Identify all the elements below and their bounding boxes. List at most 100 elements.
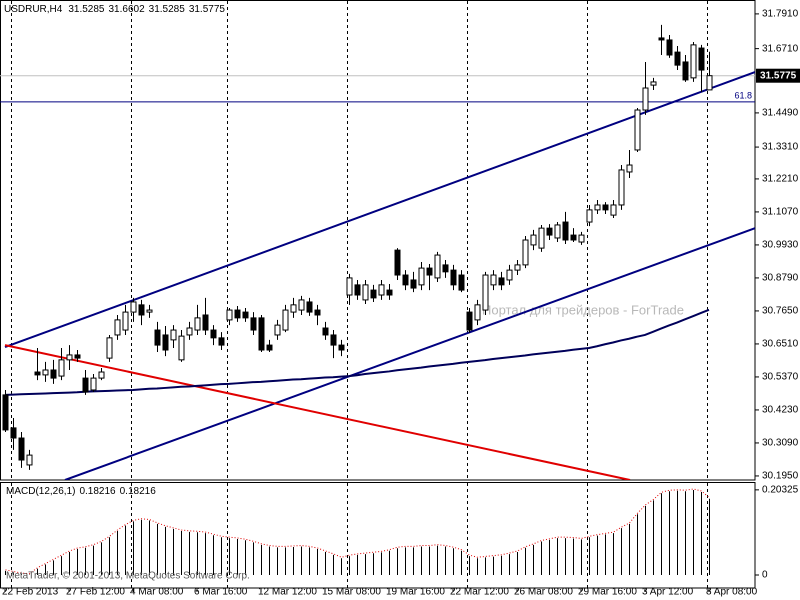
candle-body [402,274,409,286]
candle-body [266,344,273,351]
x-tick-label: 6 Mar 16:00 [194,587,248,598]
candle-body [106,337,113,359]
candle-body [18,437,25,461]
candle-body [242,311,249,319]
candle-body [666,39,673,56]
candle-body [202,314,209,331]
header-low: 31.5285 [149,4,186,15]
candle-body [306,301,313,313]
candle-body [338,344,345,351]
candle-body [362,284,369,301]
main-panel: Портал для трейдеров - ForTrade [0,24,755,480]
candle-body [122,311,129,331]
macd-title: MACD(12,26,1) [6,486,75,497]
candle-body [194,317,201,331]
signal-value: 0.18216 [120,486,157,497]
candle-body [442,264,449,273]
candle-body [706,75,713,91]
trendline [4,71,755,349]
candle-body [10,427,17,439]
candle-body [370,289,377,299]
y-tick-label: 30.1950 [762,471,799,482]
candle-body [322,327,329,336]
candle-body [658,37,665,41]
candle-body [682,61,689,81]
candle-body [170,329,177,341]
candle-body [90,377,97,391]
x-tick-label: 8 Apr 08:00 [706,587,758,598]
candle-body [562,221,569,241]
candle-body [98,371,105,379]
header-close: 31.5775 [189,4,226,15]
candle-body [610,204,617,216]
candle-body [298,299,305,311]
y-tick-label: 31.7910 [762,9,799,20]
candle-body [394,249,401,276]
candle-body [386,289,393,296]
macd-y-tick-label: 0 [762,570,768,581]
candle-body [114,319,121,336]
candle-body [34,371,41,376]
macd-panel [5,488,710,576]
candle-body [250,317,257,331]
candle-body [594,204,601,211]
candle-body [626,164,633,173]
candle-body [602,204,609,211]
y-tick-label: 30.4230 [762,405,799,416]
candle-body [258,317,265,351]
trendline [4,344,631,480]
candle-body [522,239,529,266]
candle-body [50,369,57,379]
candle-body [154,329,161,346]
x-tick-label: 3 Apr 12:00 [642,587,694,598]
fib-label: 61.8 [734,90,752,100]
candle-body [210,329,217,339]
x-tick-label: 27 Feb 12:00 [66,587,125,598]
y-tick-label: 31.3310 [762,142,799,153]
current-price-label: 31.5775 [760,70,797,81]
header-open: 31.5285 [68,4,105,15]
candle-body [650,81,657,86]
x-tick-label: 22 Feb 2013 [2,587,59,598]
x-tick-label: 15 Mar 08:00 [322,587,381,598]
x-tick-label: 4 Mar 08:00 [130,587,184,598]
axes: 31.7910 31.6710 31.4490 31.3310 31.2210 31.10… [2,9,800,598]
candle-body [178,335,185,361]
y-tick-label: 30.6510 [762,339,799,350]
candle-body [426,267,433,276]
candle-body [674,51,681,66]
candle-body [458,274,465,291]
x-tick-label: 22 Mar 12:00 [450,587,509,598]
candle-body [346,277,353,296]
candle-body [410,279,417,289]
candle-body [554,224,561,239]
candle-body [186,327,193,336]
y-tick-label: 31.1070 [762,207,799,218]
candle-body [130,301,137,313]
candle-body [354,284,361,296]
candle-body [506,269,513,281]
macd-header: MACD(12,26,1) 0.18216 0.18216 [6,486,156,497]
macd-value: 0.18216 [79,486,116,497]
candle-body [74,354,81,359]
candle-body [290,304,297,313]
candle-body [570,234,577,241]
candle-body [162,334,169,351]
y-tick-label: 30.8790 [762,273,799,284]
candle-body [530,234,537,246]
candle-body [514,264,521,271]
candle-body [586,209,593,223]
candle-body [58,359,65,377]
main-frame [0,0,756,481]
candle-body [234,309,241,319]
watermark: Портал для трейдеров - ForTrade [482,302,684,317]
x-tick-label: 26 Mar 08:00 [514,587,573,598]
candle-body [634,109,641,151]
x-tick-label: 12 Mar 12:00 [258,587,317,598]
header-high: 31.6602 [109,4,146,15]
x-tick-label: 29 Mar 16:00 [578,587,637,598]
y-tick-label: 30.9930 [762,240,799,251]
candle-body [138,304,145,316]
y-tick-label: 31.2210 [762,174,799,185]
